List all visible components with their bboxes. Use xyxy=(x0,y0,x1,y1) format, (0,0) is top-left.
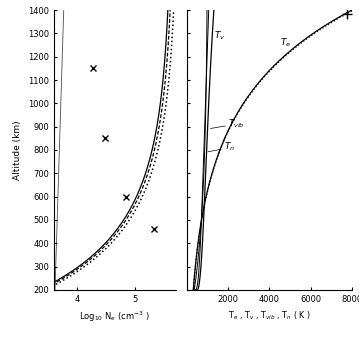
X-axis label: Log$_{10}$ N$_e$ (cm$^{-3}$ ): Log$_{10}$ N$_e$ (cm$^{-3}$ ) xyxy=(79,309,150,324)
Text: $T_{vib}$: $T_{vib}$ xyxy=(228,118,245,130)
Text: $T_v$: $T_v$ xyxy=(214,29,225,41)
Text: $T_e$: $T_e$ xyxy=(280,36,291,49)
Text: $T_n$: $T_n$ xyxy=(224,141,235,153)
Y-axis label: Altitude (km): Altitude (km) xyxy=(13,120,22,180)
X-axis label: T$_e$ , T$_v$ , T$_{vib}$ , T$_n$ ( K ): T$_e$ , T$_v$ , T$_{vib}$ , T$_n$ ( K ) xyxy=(228,309,311,322)
